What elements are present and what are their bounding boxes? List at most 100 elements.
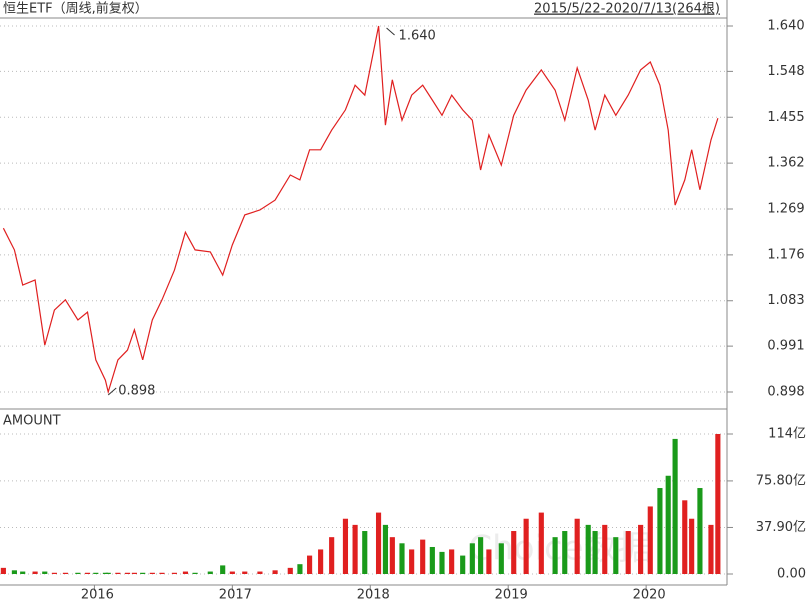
volume-bar	[229, 571, 235, 574]
volume-bar	[272, 570, 278, 574]
volume-bar	[682, 500, 688, 574]
volume-bar	[124, 572, 131, 574]
volume-bar	[478, 537, 484, 574]
volume-bar	[352, 524, 358, 574]
watermark: Choice数据	[468, 529, 651, 569]
volume-bar	[140, 572, 146, 574]
volume-bar	[672, 438, 678, 574]
volume-bar	[32, 571, 38, 574]
volume-bar	[439, 551, 445, 574]
volume-bar	[207, 571, 213, 574]
volume-title: AMOUNT	[3, 414, 61, 429]
max-label: 1.640	[399, 29, 436, 44]
volume-bar	[469, 543, 475, 574]
y-tick-label: 1.455	[767, 110, 804, 125]
volume-bar	[242, 571, 248, 574]
y-tick-label: 0.898	[767, 385, 804, 400]
y2-tick-label: 75.80亿	[756, 473, 806, 488]
volume-bar	[362, 531, 368, 574]
volume-bar	[613, 537, 619, 574]
x-tick-label: 2017	[219, 588, 252, 603]
volume-bar	[62, 572, 69, 574]
y-tick-label: 1.362	[767, 156, 804, 171]
volume-bar	[552, 537, 558, 574]
volume-bar	[329, 537, 335, 574]
y-tick-label: 1.640	[767, 19, 804, 34]
volume-bar	[708, 524, 714, 574]
volume-bar	[562, 531, 568, 574]
volume-bar	[399, 543, 405, 574]
volume-bar	[523, 518, 529, 574]
volume-bar	[389, 537, 395, 574]
volume-bar	[159, 572, 165, 574]
x-tick-label: 2019	[495, 588, 528, 603]
volume-bar	[665, 475, 671, 574]
volume-bar	[375, 512, 382, 574]
volume-bar	[257, 571, 263, 574]
volume-bar	[574, 518, 580, 574]
volume-bar	[297, 564, 303, 574]
volume-bar	[42, 571, 48, 574]
volume-bar	[498, 543, 504, 574]
volume-bar	[602, 524, 608, 574]
volume-bar	[220, 565, 226, 574]
y2-tick-label: 37.90亿	[756, 520, 806, 535]
min-label: 0.898	[118, 384, 155, 399]
volume-bar	[51, 572, 57, 574]
volume-bar	[307, 555, 313, 574]
min-arrow	[107, 387, 117, 396]
y-tick-label: 0.991	[767, 339, 804, 354]
volume-bar	[20, 571, 26, 574]
price-line	[2, 25, 719, 395]
volume-bar	[182, 571, 189, 574]
chart-title: 恒生ETF（周线,前复权）	[3, 1, 148, 17]
volume-bar	[460, 555, 466, 574]
volume-bar	[420, 539, 426, 574]
x-tick-label: 2016	[81, 588, 114, 603]
y-tick-label: 1.548	[767, 64, 804, 79]
volume-bar	[697, 488, 703, 574]
volume-bar	[342, 518, 349, 574]
volume-bar	[592, 531, 598, 574]
volume-bar	[486, 549, 492, 574]
y-tick-label: 1.269	[767, 202, 804, 217]
volume-bar	[382, 524, 389, 574]
y-tick-label: 1.083	[767, 293, 804, 308]
volume-bar	[689, 518, 695, 574]
range-label: 2015/5/22-2020/7/13(264根)	[534, 2, 720, 17]
y2-tick-label: 114亿	[768, 427, 806, 442]
volume-bar	[149, 572, 155, 574]
volume-bar	[625, 531, 631, 574]
volume-bar	[647, 506, 653, 574]
volume-bar	[0, 567, 6, 574]
x-tick-label: 2018	[357, 588, 390, 603]
volume-bar	[11, 570, 17, 574]
volume-bar	[449, 549, 455, 574]
volume-bar	[715, 434, 721, 574]
volume-bar	[192, 572, 198, 574]
max-arrow	[386, 27, 395, 36]
volume-bar	[657, 488, 663, 574]
volume-bar	[84, 572, 91, 574]
volume-bar	[131, 572, 137, 574]
volume-bar	[318, 549, 324, 574]
volume-bar	[287, 567, 293, 574]
volume-bar	[585, 524, 591, 574]
volume-bar	[511, 531, 517, 574]
volume-bar	[171, 572, 177, 574]
x-tick-label: 2020	[633, 588, 666, 603]
volume-bar	[538, 512, 544, 574]
volume-bar	[638, 524, 644, 574]
volume-bar	[115, 572, 121, 574]
y-tick-label: 1.176	[767, 247, 804, 262]
volume-bar	[429, 546, 435, 574]
volume-bar	[409, 549, 415, 574]
volume-bar	[102, 572, 109, 574]
volume-bar	[93, 572, 99, 574]
volume-bar	[75, 572, 81, 574]
y2-tick-label: 0.00	[777, 567, 806, 582]
volume-bar	[105, 572, 111, 574]
